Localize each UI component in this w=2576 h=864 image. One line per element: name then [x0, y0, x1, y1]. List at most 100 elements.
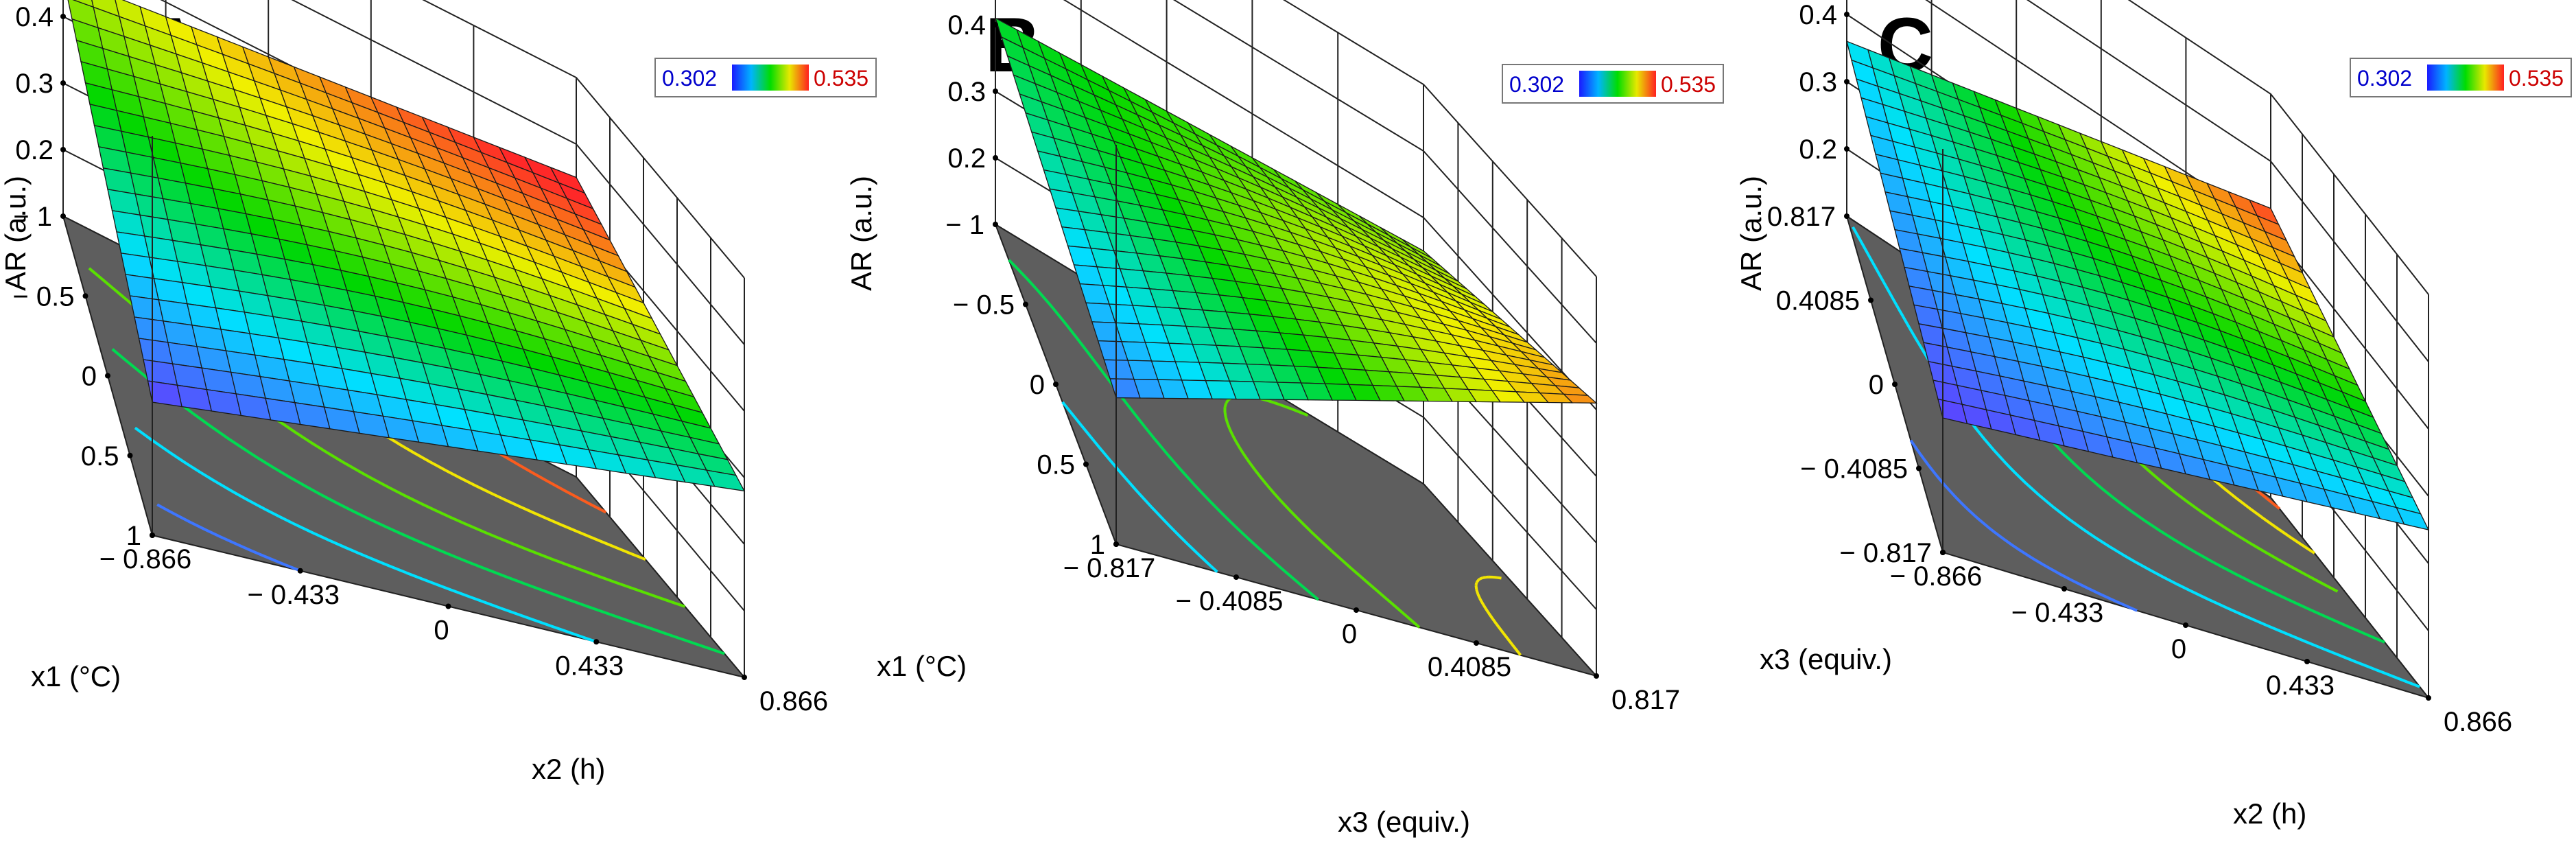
panel-b-colorbar: 0.302 0.535: [1502, 64, 1724, 104]
z-tick-mark: [993, 89, 998, 94]
x-tick-label: − 1: [945, 210, 984, 240]
floor-contour-line: [1909, 439, 2138, 612]
panel-a-surface: [67, 0, 746, 492]
y-tick-mark: [445, 603, 451, 609]
y-tick-mark: [2183, 622, 2188, 628]
wall-horizontal-gridline: [291, 0, 745, 345]
x-tick-label: 0.5: [81, 441, 119, 471]
z-tick-mark: [1844, 12, 1850, 17]
y-tick-label: − 0.433: [247, 580, 340, 610]
x-tick-label: − 0.4085: [1800, 454, 1908, 484]
x-tick-label: 0: [1869, 370, 1884, 400]
z-tick-label: 0.2: [15, 135, 54, 165]
floor-contour-line: [1061, 401, 1218, 573]
panel-a-colorbar-max: 0.535: [814, 66, 868, 91]
y-tick-mark: [593, 639, 600, 645]
y-axis-label: x3 (equiv.): [1338, 806, 1470, 838]
y-tick-label: − 0.866: [99, 544, 192, 574]
surface-cell: [1562, 393, 1598, 404]
wall-horizontal-gridline: [1172, 0, 1597, 344]
wall-horizontal-gridline: [1063, 0, 1597, 410]
panel-a: A 0.302 0.535 0.20.30.40.50.60.7− 1− 0.5…: [0, 0, 877, 785]
y-tick-label: 0: [434, 616, 449, 646]
panel-b-colorbar-gradient: [1579, 71, 1656, 97]
y-tick-label: − 0.4085: [1176, 586, 1284, 616]
z-axis-label: AR (a.u.): [0, 176, 32, 291]
y-tick-mark: [1233, 574, 1239, 580]
y-tick-label: 0.433: [555, 651, 624, 681]
x-tick-label: 1: [1090, 530, 1105, 560]
floor-contour-line: [134, 426, 597, 644]
y-tick-label: − 0.817: [1063, 553, 1156, 583]
panel-c-surface: [1846, 40, 2430, 530]
panel-b: B 0.302 0.535 0.20.30.40.50.60.7− 1− 0.5…: [845, 0, 1724, 838]
x-tick-mark: [1053, 382, 1059, 387]
panel-a-colorbar-gradient: [732, 65, 809, 91]
z-tick-label: 0.2: [1799, 135, 1837, 165]
wall-horizontal-gridline: [2026, 0, 2429, 362]
y-tick-mark: [1113, 541, 1119, 547]
panel-c-colorbar-gradient: [2427, 65, 2504, 91]
panel-a-colorbar-min: 0.302: [662, 66, 717, 91]
y-tick-label: 0.866: [2444, 707, 2512, 737]
y-tick-mark: [742, 675, 747, 680]
panel-c: C 0.302 0.535 0.20.30.40.50.60.70.8170.4…: [1735, 0, 2572, 830]
y-tick-mark: [2426, 695, 2431, 701]
wall-horizontal-gridline: [1283, 0, 1597, 277]
x-tick-mark: [127, 452, 133, 458]
x-tick-mark: [1844, 213, 1850, 219]
x-tick-label: − 1: [13, 202, 52, 232]
y-tick-mark: [297, 568, 303, 574]
y-tick-mark: [150, 533, 155, 538]
floor-contour-line: [156, 503, 302, 572]
z-tick-label: 0.4: [947, 10, 986, 40]
z-tick-mark: [1844, 79, 1850, 84]
x-tick-mark: [993, 222, 998, 227]
z-tick-mark: [993, 22, 998, 27]
x-tick-label: 0: [1030, 370, 1045, 400]
surface-cell: [705, 469, 746, 492]
y-tick-mark: [1594, 673, 1599, 679]
z-tick-label: 0.4: [1799, 0, 1837, 30]
x-tick-mark: [1023, 301, 1028, 307]
y-axis-label: x2 (h): [532, 753, 605, 785]
panel-b-surface: [994, 16, 1598, 404]
x-tick-mark: [1892, 382, 1898, 387]
x-tick-mark: [105, 373, 110, 379]
x-axis-label: x1 (°C): [31, 660, 121, 692]
floor-contour-line: [1474, 575, 1522, 656]
z-tick-label: 0.4: [15, 2, 54, 32]
x-tick-mark: [60, 213, 66, 219]
x-tick-mark: [1868, 297, 1874, 303]
x-tick-label: − 0.5: [12, 281, 74, 312]
x-tick-mark: [82, 293, 88, 299]
y-tick-label: − 0.866: [1890, 561, 1983, 592]
z-tick-mark: [60, 80, 66, 86]
z-axis-label: AR (a.u.): [845, 176, 877, 291]
y-tick-label: 0: [1342, 619, 1357, 649]
z-tick-mark: [60, 147, 66, 152]
x-tick-label: − 0.817: [1839, 538, 1932, 568]
x-tick-label: 0.817: [1767, 202, 1836, 232]
y-tick-label: 0.4085: [1428, 652, 1511, 682]
y-tick-label: 0: [2171, 634, 2186, 664]
x-tick-mark: [1916, 465, 1922, 471]
z-tick-mark: [1844, 146, 1850, 152]
y-tick-mark: [2304, 659, 2310, 664]
surface-cell: [2396, 506, 2430, 530]
z-tick-mark: [60, 14, 66, 19]
y-tick-label: 0.817: [1611, 685, 1680, 715]
wall-horizontal-gridline: [2127, 0, 2429, 295]
y-tick-mark: [1940, 550, 1946, 555]
panel-b-plot: 0.20.30.40.50.60.7− 1− 0.500.51− 0.817− …: [845, 0, 1680, 838]
y-tick-mark: [2061, 586, 2067, 592]
x-tick-label: 0.4085: [1776, 286, 1860, 316]
y-tick-mark: [1354, 607, 1359, 613]
panel-a-colorbar: 0.302 0.535: [654, 58, 877, 97]
x-tick-mark: [1083, 461, 1089, 467]
y-tick-label: − 0.433: [2011, 598, 2104, 628]
x-tick-label: 1: [126, 521, 141, 551]
x-axis-label: x3 (equiv.): [1760, 643, 1892, 675]
